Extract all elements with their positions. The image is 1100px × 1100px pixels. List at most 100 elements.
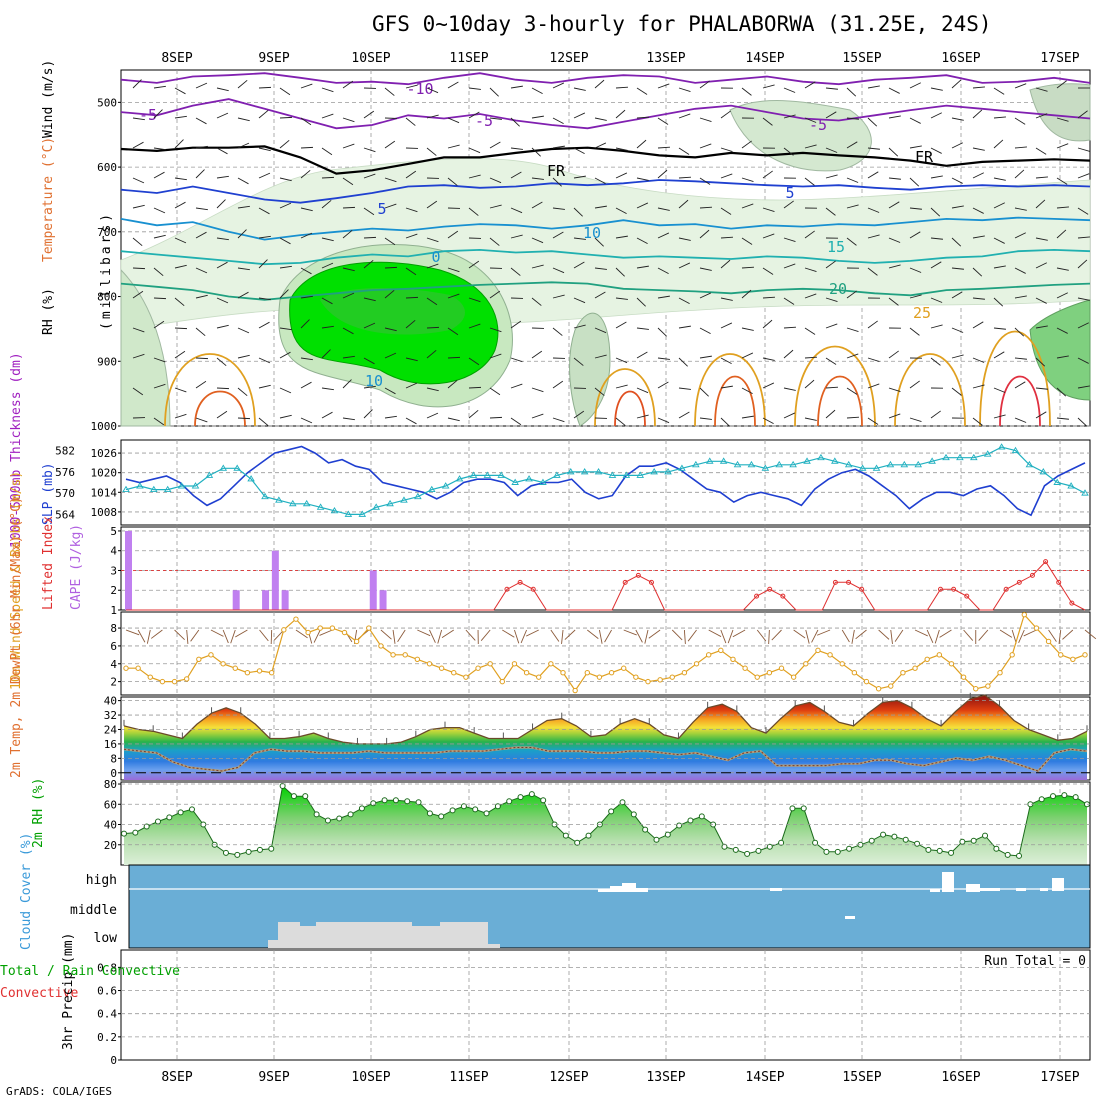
isotherm-line: [120, 281, 1091, 301]
wind-barb: [531, 237, 544, 244]
wind-barb: [993, 139, 1004, 149]
wind-barb: [237, 205, 250, 209]
li-marker: [635, 572, 641, 578]
li-marker: [504, 586, 510, 592]
wind-barb: [699, 327, 711, 335]
wind-barb: [342, 379, 352, 389]
thickness-marker: [553, 471, 561, 478]
wind-barb: [846, 327, 859, 332]
wind-speed-marker: [159, 678, 166, 685]
surface-wind-barb: [146, 629, 151, 644]
wind-barb: [972, 147, 985, 151]
wind-barb: [1056, 206, 1069, 209]
wind-barb: [741, 140, 752, 149]
wind-barb: [699, 417, 712, 420]
y-tick-label: 2: [110, 676, 117, 689]
wind-barb: [1077, 207, 1089, 215]
wind-barb: [741, 237, 753, 245]
wind-speed-marker: [633, 674, 639, 680]
wind-barb: [804, 293, 817, 299]
wind-barb: [594, 267, 607, 270]
wind-barb: [468, 87, 481, 90]
thickness-marker: [886, 460, 895, 468]
wind-barb: [867, 383, 880, 389]
wind-barb: [867, 357, 880, 362]
wind-barb: [384, 177, 397, 183]
wind-barb: [951, 117, 964, 121]
wind-barb: [678, 411, 690, 419]
cloud-ylabel: Cloud Cover (%): [19, 833, 34, 950]
wind-barb: [573, 175, 586, 179]
y-tick-label: 1014: [91, 486, 118, 499]
surface-wind-barb: [150, 629, 163, 639]
wind-barb: [321, 113, 334, 119]
wind-speed-line: [126, 613, 1086, 692]
wind-barb: [1035, 113, 1048, 119]
high-cloud-bit: [622, 883, 636, 892]
wind-barb: [951, 205, 964, 209]
wind-barb: [825, 386, 839, 389]
rh-marker: [823, 848, 830, 855]
wind-barb: [279, 414, 292, 419]
thickness-marker: [177, 482, 186, 489]
thickness-marker: [983, 450, 992, 457]
wind-speed-marker: [329, 625, 336, 631]
wind-barb: [216, 87, 229, 92]
wind-barb: [825, 297, 838, 302]
wind-barb: [930, 87, 943, 91]
wind-barb: [153, 357, 166, 363]
rh-marker: [993, 845, 1000, 852]
thickness-marker: [330, 506, 339, 514]
wind-speed-marker: [353, 638, 360, 645]
wind-barb: [573, 357, 584, 366]
wind-barb: [363, 147, 376, 153]
wind-barb: [300, 117, 312, 126]
wind-barb: [888, 387, 901, 392]
wind-speed-marker: [390, 652, 396, 658]
wind-barb: [573, 147, 585, 155]
surface-wind-barb: [926, 629, 934, 643]
wind-barb: [1077, 236, 1090, 239]
wind-speed-marker: [281, 627, 287, 633]
wind-barb: [720, 417, 730, 427]
date-label-top: 14SEP: [745, 51, 784, 66]
wind-barb: [888, 350, 899, 359]
isotherm-lobe: [794, 345, 876, 427]
wind-barb: [216, 199, 226, 209]
rh2m-ylabel: 2m RH (%): [31, 778, 46, 848]
surface-wind-barb: [939, 629, 952, 638]
date-label-bottom: 14SEP: [745, 1070, 784, 1085]
wind-barb: [195, 327, 206, 337]
bottom-date-axis: 8SEP 9SEP 10SEP 11SEP 12SEP 13SEP 14SEP 15SEP 16…: [161, 1070, 1079, 1085]
wind-barb: [300, 146, 314, 149]
isotherm-label: 15: [827, 238, 845, 256]
wind-speed-marker: [147, 674, 153, 680]
wind-barb: [867, 171, 879, 179]
wind-barb: [804, 144, 817, 149]
wind-barb: [1077, 322, 1089, 329]
rh-marker: [585, 832, 592, 839]
wind-barb: [846, 87, 857, 97]
rh-marker: [234, 851, 241, 858]
wind-barb: [258, 207, 270, 215]
thickness-marker: [747, 460, 756, 468]
rh-marker: [279, 783, 286, 790]
wind-speed-marker: [560, 669, 566, 676]
wind-barb: [321, 237, 334, 242]
wind-barb: [1077, 385, 1090, 389]
thickness-marker: [316, 503, 325, 510]
thickness-marker: [358, 510, 367, 517]
wind-barb: [174, 264, 187, 269]
surface-wind-barb: [380, 629, 392, 640]
rh-marker: [370, 800, 377, 807]
wind-speed-marker: [171, 678, 178, 685]
wind-barb: [678, 262, 691, 269]
wind-barb: [909, 82, 921, 89]
li-marker: [964, 593, 970, 599]
wind-barb: [384, 87, 395, 96]
surface-wind-barb: [683, 629, 686, 644]
wind-barb: [825, 111, 837, 119]
wind-barb: [531, 297, 542, 306]
wind-barb: [909, 327, 920, 336]
surface-wind-barb: [914, 629, 928, 637]
